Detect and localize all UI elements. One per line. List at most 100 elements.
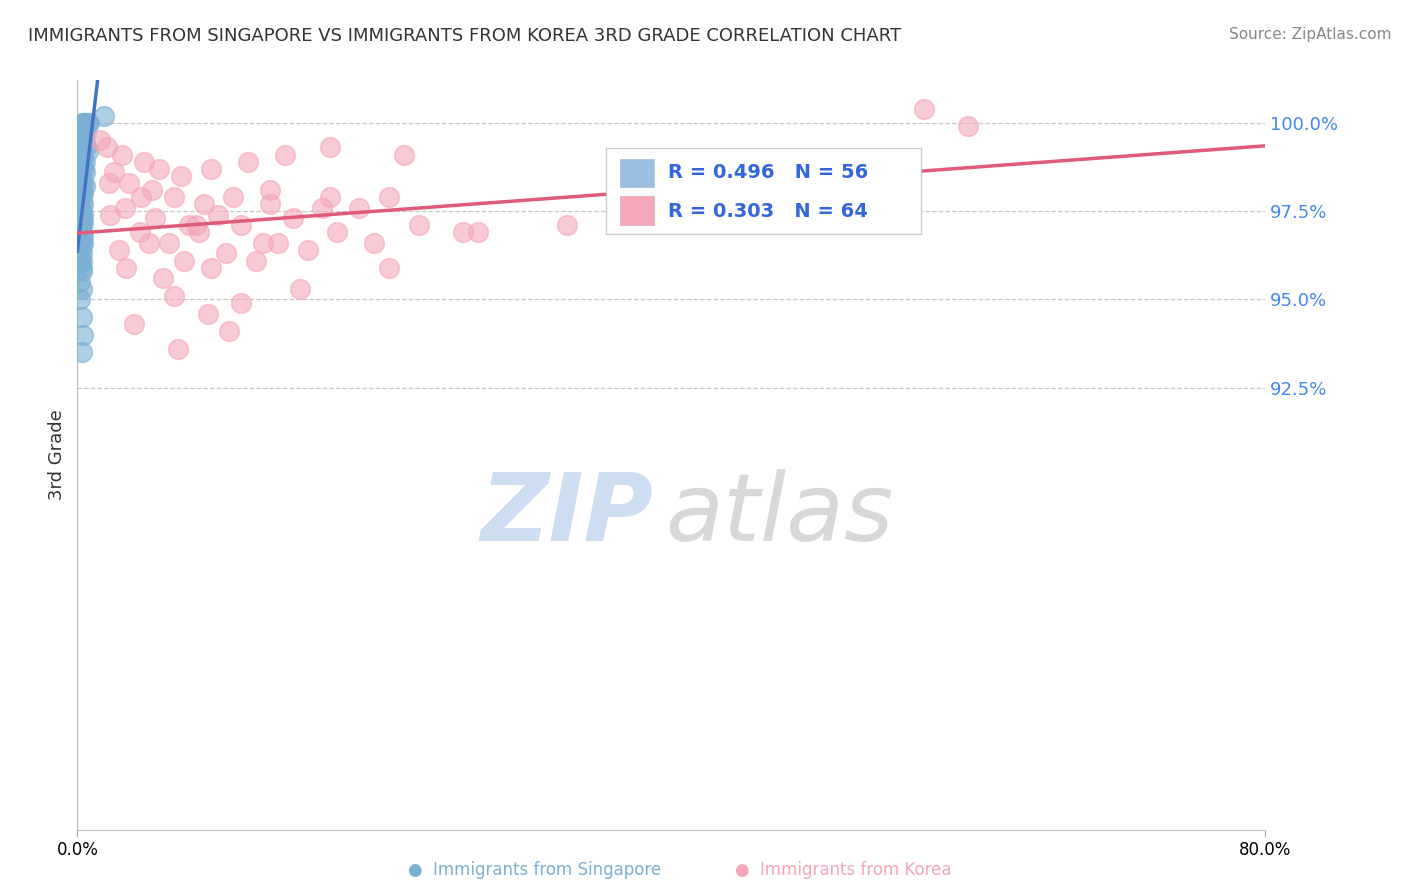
Point [177, 218, 200, 232]
Point [69, 243, 91, 257]
Point [70, 345, 93, 359]
Text: atlas: atlas [665, 469, 894, 560]
Point [186, 218, 208, 232]
Y-axis label: 3rd Grade: 3rd Grade [48, 409, 66, 500]
Point [138, 235, 160, 250]
Point [163, 289, 186, 303]
Point [141, 183, 163, 197]
Point [378, 260, 401, 275]
Point [115, 260, 138, 275]
Point [957, 120, 980, 134]
Bar [620, 196, 654, 225]
Point [70, 260, 93, 275]
Point [453, 225, 475, 239]
Point [69, 250, 91, 264]
Point [229, 296, 252, 310]
Point [157, 235, 180, 250]
Point [72, 161, 94, 176]
Point [70, 211, 93, 226]
Point [73, 136, 96, 151]
Point [69, 190, 91, 204]
Point [408, 218, 430, 232]
Point [319, 140, 342, 154]
Point [69, 293, 91, 307]
Point [236, 154, 259, 169]
Point [70, 310, 93, 324]
Point [72, 133, 94, 147]
Point [70, 225, 93, 239]
Point [96, 140, 118, 154]
Point [70, 218, 93, 232]
FancyBboxPatch shape [606, 148, 921, 234]
Point [70, 129, 93, 144]
Point [93, 109, 115, 123]
Point [378, 190, 401, 204]
Point [122, 317, 145, 331]
Text: ZIP: ZIP [481, 469, 654, 561]
Point [69, 221, 91, 235]
Point [218, 324, 240, 338]
Point [98, 208, 121, 222]
Point [143, 211, 166, 226]
Point [70, 264, 93, 278]
Point [70, 158, 93, 172]
Point [200, 161, 222, 176]
Point [173, 253, 195, 268]
Point [349, 201, 371, 215]
Point [70, 183, 93, 197]
Point [70, 246, 93, 260]
Point [69, 257, 91, 271]
Point [170, 169, 193, 183]
Point [188, 225, 211, 239]
Point [70, 211, 93, 226]
Point [193, 197, 215, 211]
Point [72, 327, 94, 342]
Point [70, 194, 93, 208]
Point [72, 151, 94, 165]
Text: ●  Immigrants from Singapore: ● Immigrants from Singapore [408, 861, 661, 879]
Point [75, 140, 97, 154]
Point [70, 232, 93, 246]
Point [229, 218, 252, 232]
Point [72, 122, 94, 136]
Point [70, 116, 93, 130]
Point [319, 190, 342, 204]
Point [72, 186, 94, 201]
Point [72, 176, 94, 190]
Point [114, 201, 136, 215]
Point [267, 235, 290, 250]
Text: IMMIGRANTS FROM SINGAPORE VS IMMIGRANTS FROM KOREA 3RD GRADE CORRELATION CHART: IMMIGRANTS FROM SINGAPORE VS IMMIGRANTS … [28, 27, 901, 45]
Point [70, 172, 93, 186]
Point [70, 282, 93, 296]
Point [108, 243, 131, 257]
Point [89, 133, 111, 147]
Point [111, 147, 134, 161]
Point [259, 183, 281, 197]
Point [215, 246, 238, 260]
Point [245, 253, 267, 268]
Point [129, 190, 152, 204]
Point [69, 169, 91, 183]
Point [73, 165, 96, 179]
Point [281, 211, 304, 226]
Point [326, 225, 349, 239]
Text: R = 0.303   N = 64: R = 0.303 N = 64 [668, 202, 868, 221]
Point [103, 165, 125, 179]
Point [134, 154, 156, 169]
Point [148, 161, 170, 176]
Point [70, 147, 93, 161]
Point [297, 243, 319, 257]
Point [222, 190, 245, 204]
Point [73, 122, 96, 136]
Point [288, 282, 311, 296]
Point [274, 147, 297, 161]
Point [118, 176, 141, 190]
Point [77, 116, 100, 130]
Point [311, 201, 333, 215]
Point [76, 144, 98, 158]
Point [73, 116, 96, 130]
Point [392, 147, 415, 161]
Point [207, 208, 229, 222]
Text: ●  Immigrants from Korea: ● Immigrants from Korea [735, 861, 952, 879]
Point [252, 235, 274, 250]
